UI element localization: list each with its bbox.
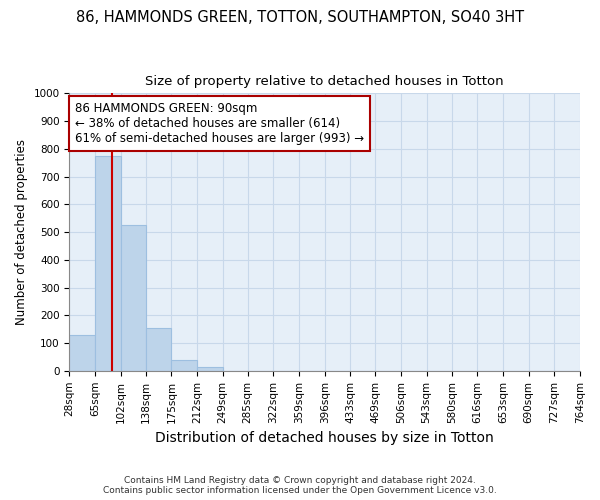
Text: 86 HAMMONDS GREEN: 90sqm
← 38% of detached houses are smaller (614)
61% of semi-: 86 HAMMONDS GREEN: 90sqm ← 38% of detach… [74, 102, 364, 144]
Text: Contains HM Land Registry data © Crown copyright and database right 2024.
Contai: Contains HM Land Registry data © Crown c… [103, 476, 497, 495]
Bar [70, 334, 95, 371]
Y-axis label: Number of detached properties: Number of detached properties [15, 139, 28, 325]
Bar [172, 360, 197, 371]
Bar [121, 225, 146, 371]
Bar [146, 328, 172, 371]
Title: Size of property relative to detached houses in Totton: Size of property relative to detached ho… [145, 75, 504, 88]
Bar [197, 366, 223, 371]
Text: 86, HAMMONDS GREEN, TOTTON, SOUTHAMPTON, SO40 3HT: 86, HAMMONDS GREEN, TOTTON, SOUTHAMPTON,… [76, 10, 524, 25]
X-axis label: Distribution of detached houses by size in Totton: Distribution of detached houses by size … [155, 431, 494, 445]
Bar [95, 156, 121, 371]
